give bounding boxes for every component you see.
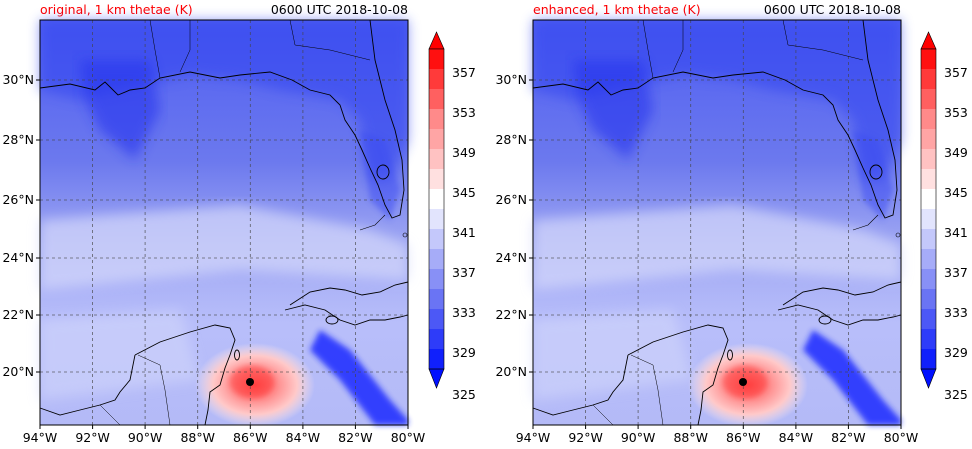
map-area — [532, 19, 902, 427]
lat-tick-label: 30°N — [495, 72, 527, 87]
lon-tick-label: 82°W — [338, 430, 373, 445]
colorbar-tick-label: 353 — [944, 105, 968, 120]
lon-tick-label: 94°W — [516, 430, 551, 445]
lon-tick-label: 90°W — [621, 430, 656, 445]
map-area — [39, 19, 409, 427]
panel-title-left: original, 1 km thetae (K) — [40, 2, 193, 17]
panel-title-right: 0600 UTC 2018-10-08 — [764, 2, 901, 17]
panel-title-right: 0600 UTC 2018-10-08 — [271, 2, 408, 17]
colorbar — [920, 31, 937, 389]
colorbar-tick-label: 341 — [452, 225, 476, 240]
x-axis-ticks: 94°W 92°W 90°W 88°W 86°W 84°W 82°W 80°W — [23, 425, 426, 445]
lat-tick-label: 28°N — [495, 132, 527, 147]
x-axis-ticks: 94°W 92°W 90°W 88°W 86°W 84°W 82°W 80°W — [516, 425, 919, 445]
colorbar-tick-label: 353 — [452, 105, 476, 120]
lon-tick-label: 88°W — [180, 430, 215, 445]
colorbar-labels: 357 353 349 345 341 337 333 329 325 — [944, 65, 968, 402]
colorbar-tick-label: 357 — [452, 65, 476, 80]
lon-tick-label: 80°W — [391, 430, 426, 445]
lat-tick-label: 28°N — [2, 132, 34, 147]
lat-tick-label: 26°N — [495, 192, 527, 207]
lat-tick-label: 24°N — [495, 250, 527, 265]
lon-tick-label: 88°W — [673, 430, 708, 445]
lat-tick-label: 20°N — [495, 364, 527, 379]
lon-tick-label: 94°W — [23, 430, 58, 445]
colorbar-tick-label: 349 — [452, 145, 476, 160]
colorbar-tick-label: 341 — [944, 225, 968, 240]
panel-title-left: enhanced, 1 km thetae (K) — [533, 2, 701, 17]
colorbar-tick-label: 325 — [944, 387, 968, 402]
lat-tick-label: 26°N — [2, 192, 34, 207]
colorbar-labels: 357 353 349 345 341 337 333 329 325 — [452, 65, 476, 402]
colorbar-tick-label: 337 — [944, 265, 968, 280]
colorbar-tick-label: 345 — [452, 185, 476, 200]
colorbar-tick-label: 333 — [452, 305, 476, 320]
colorbar-tick-label: 329 — [944, 345, 968, 360]
lon-tick-label: 90°W — [128, 430, 163, 445]
lat-tick-label: 22°N — [2, 307, 34, 322]
lat-tick-label: 30°N — [2, 72, 34, 87]
lat-tick-label: 24°N — [2, 250, 34, 265]
colorbar-tick-label: 337 — [452, 265, 476, 280]
lon-tick-label: 86°W — [726, 430, 761, 445]
colorbar-tick-label: 333 — [944, 305, 968, 320]
y-axis-ticks: 30°N 28°N 26°N 24°N 22°N 20°N — [2, 72, 40, 379]
lat-tick-label: 22°N — [495, 307, 527, 322]
colorbar-tick-label: 329 — [452, 345, 476, 360]
storm-center-marker — [739, 378, 747, 386]
lon-tick-label: 86°W — [233, 430, 268, 445]
lat-tick-label: 20°N — [2, 364, 34, 379]
lon-tick-label: 92°W — [75, 430, 110, 445]
lon-tick-label: 92°W — [568, 430, 603, 445]
colorbar-tick-label: 345 — [944, 185, 968, 200]
storm-center-marker — [246, 378, 254, 386]
y-axis-ticks: 30°N 28°N 26°N 24°N 22°N 20°N — [495, 72, 533, 379]
lon-tick-label: 84°W — [286, 430, 321, 445]
lon-tick-label: 82°W — [831, 430, 866, 445]
lon-tick-label: 80°W — [884, 430, 919, 445]
colorbar-tick-label: 357 — [944, 65, 968, 80]
panel-original: original, 1 km thetae (K) 0600 UTC 2018-… — [2, 2, 475, 445]
lon-tick-label: 84°W — [779, 430, 814, 445]
colorbar — [428, 31, 445, 389]
colorbar-tick-label: 349 — [944, 145, 968, 160]
colorbar-tick-label: 325 — [452, 387, 476, 402]
panel-enhanced: enhanced, 1 km thetae (K) 0600 UTC 2018-… — [495, 2, 967, 445]
